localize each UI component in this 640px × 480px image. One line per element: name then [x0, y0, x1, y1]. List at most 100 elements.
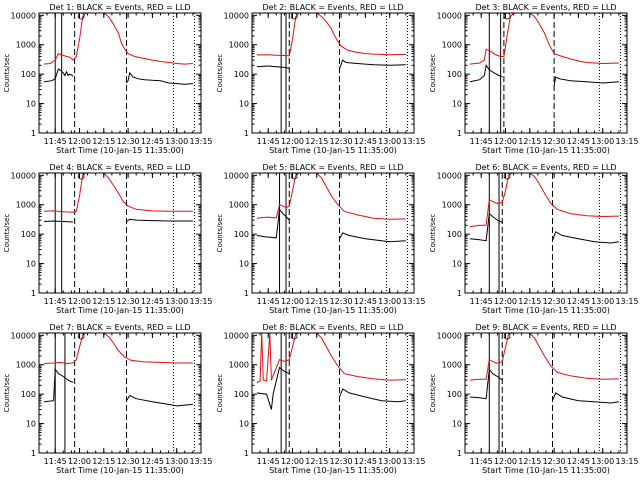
- x-tick-label: 12:30: [543, 137, 566, 146]
- y-axis-label: Counts/sec: [429, 214, 437, 253]
- panel-title: Det 4: BLACK = Events, RED = LLD: [50, 163, 191, 172]
- y-tick-label: 100: [21, 230, 36, 239]
- y-axis-label: Counts/sec: [429, 54, 437, 93]
- y-tick-label: 1: [31, 289, 36, 298]
- x-tick-label: 12:30: [117, 297, 140, 306]
- events-series-line: [469, 367, 503, 400]
- x-tick-label: 13:00: [591, 137, 614, 146]
- lld-series-line: [469, 173, 619, 228]
- x-tick-label: 11:45: [470, 297, 493, 306]
- x-tick-label: 12:30: [330, 297, 353, 306]
- y-tick-label: 10: [26, 260, 36, 269]
- x-tick-label: 13:15: [189, 137, 212, 146]
- x-axis-label: Start Time (10-Jan-15 11:35:00): [482, 306, 610, 315]
- events-series-line: [553, 76, 619, 86]
- panel-title: Det 1: BLACK = Events, RED = LLD: [50, 3, 191, 12]
- x-tick-label: 13:00: [165, 457, 188, 466]
- events-series-line: [126, 71, 193, 85]
- y-tick-label: 10000: [11, 171, 36, 180]
- x-tick-label: 13:00: [378, 137, 401, 146]
- y-tick-label: 1: [244, 129, 249, 138]
- y-tick-label: 10: [239, 420, 249, 429]
- y-tick-label: 100: [447, 230, 462, 239]
- y-axis-label: Counts/sec: [3, 214, 11, 253]
- events-series-line: [126, 218, 193, 222]
- lld-series-line: [43, 333, 193, 365]
- y-tick-label: 10: [26, 100, 36, 109]
- x-tick-label: 13:00: [165, 297, 188, 306]
- x-axis-label: Start Time (10-Jan-15 11:35:00): [269, 466, 397, 475]
- detector-panel-9: 1 10 100 1000 10000 11:45 12:00 12:15 12:30 12:45…: [429, 323, 639, 475]
- y-axis-label: Counts/sec: [216, 374, 224, 413]
- x-tick-label: 12:45: [567, 137, 590, 146]
- lld-series-line: [256, 173, 406, 220]
- y-axis-label: Counts/sec: [3, 374, 11, 413]
- x-tick-label: 12:00: [68, 297, 91, 306]
- y-tick-label: 10: [452, 420, 462, 429]
- events-series-line: [552, 231, 619, 244]
- y-tick-label: 10: [26, 420, 36, 429]
- x-tick-label: 11:45: [257, 297, 280, 306]
- y-tick-label: 10000: [224, 171, 249, 180]
- lld-series-line: [469, 13, 619, 65]
- y-tick-label: 1: [457, 129, 462, 138]
- lld-series-line: [43, 173, 193, 213]
- x-tick-label: 13:00: [591, 457, 614, 466]
- x-tick-label: 13:15: [615, 457, 638, 466]
- panel-title: Det 2: BLACK = Events, RED = LLD: [263, 3, 404, 12]
- y-tick-label: 10000: [437, 331, 462, 340]
- y-tick-label: 10000: [224, 11, 249, 20]
- events-series-line: [43, 68, 74, 83]
- x-tick-label: 11:45: [470, 137, 493, 146]
- x-axis-label: Start Time (10-Jan-15 11:35:00): [482, 466, 610, 475]
- y-tick-label: 1000: [16, 201, 36, 210]
- x-tick-label: 12:30: [543, 457, 566, 466]
- detector-panel-7: 1 10 100 1000 10000 11:45 12:00 12:15 12:30 12:45…: [3, 323, 213, 475]
- y-tick-label: 10: [239, 100, 249, 109]
- x-tick-label: 12:00: [281, 457, 304, 466]
- y-axis-label: Counts/sec: [216, 214, 224, 253]
- x-tick-label: 13:00: [378, 297, 401, 306]
- x-tick-label: 12:00: [494, 457, 517, 466]
- x-tick-label: 11:45: [257, 137, 280, 146]
- panel-title: Det 3: BLACK = Events, RED = LLD: [476, 3, 617, 12]
- x-axis-label: Start Time (10-Jan-15 11:35:00): [56, 466, 184, 475]
- y-tick-label: 100: [21, 390, 36, 399]
- x-tick-label: 12:45: [141, 297, 164, 306]
- panel-title: Det 5: BLACK = Events, RED = LLD: [263, 163, 404, 172]
- x-tick-label: 12:15: [518, 137, 541, 146]
- events-series-line: [339, 388, 406, 403]
- x-tick-label: 12:45: [567, 457, 590, 466]
- y-tick-label: 100: [234, 230, 249, 239]
- events-series-line: [256, 366, 290, 410]
- y-tick-label: 1: [31, 129, 36, 138]
- detector-panel-1: 1 10 100 1000 10000 11:45 12:00 12:15 12:30 12:45…: [3, 3, 213, 155]
- events-series-line: [339, 59, 406, 70]
- x-axis-label: Start Time (10-Jan-15 11:35:00): [269, 306, 397, 315]
- y-tick-label: 1000: [442, 41, 462, 50]
- panel-title: Det 7: BLACK = Events, RED = LLD: [50, 323, 191, 332]
- y-tick-label: 1000: [442, 361, 462, 370]
- y-tick-label: 1000: [16, 41, 36, 50]
- x-tick-label: 12:45: [354, 137, 377, 146]
- events-series-line: [552, 392, 619, 404]
- y-tick-label: 10000: [224, 331, 249, 340]
- x-tick-label: 11:45: [470, 457, 493, 466]
- detector-panel-6: 1 10 100 1000 10000 11:45 12:00 12:15 12:30 12:45…: [429, 163, 639, 315]
- y-tick-label: 10000: [437, 171, 462, 180]
- x-tick-label: 12:30: [543, 297, 566, 306]
- x-tick-label: 12:15: [518, 457, 541, 466]
- x-tick-label: 12:30: [117, 457, 140, 466]
- x-tick-label: 11:45: [44, 137, 67, 146]
- x-tick-label: 13:15: [615, 137, 638, 146]
- y-tick-label: 10000: [11, 331, 36, 340]
- y-tick-label: 100: [447, 70, 462, 79]
- x-axis-label: Start Time (10-Jan-15 11:35:00): [482, 146, 610, 155]
- events-series-line: [43, 367, 74, 403]
- x-tick-label: 12:15: [305, 457, 328, 466]
- x-tick-label: 13:00: [591, 297, 614, 306]
- events-series-line: [256, 65, 290, 69]
- x-axis-label: Start Time (10-Jan-15 11:35:00): [56, 306, 184, 315]
